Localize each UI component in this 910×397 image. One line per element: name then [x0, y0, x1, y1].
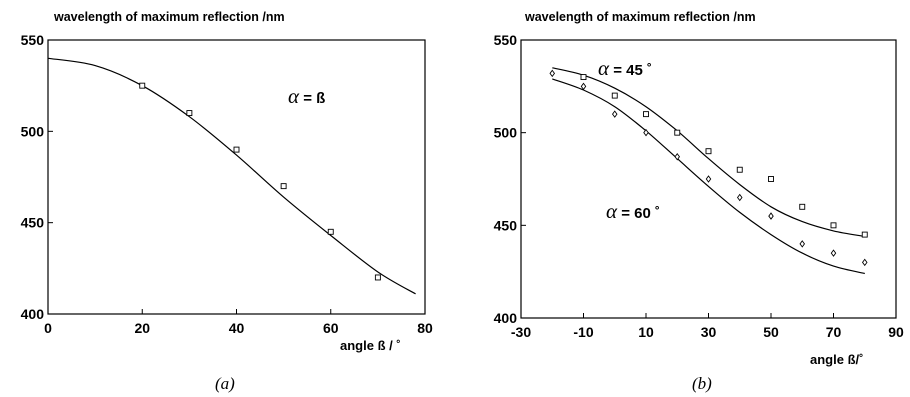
b-point-square: [674, 129, 681, 136]
chart-b-series-label-alpha45-greek: α: [598, 56, 610, 80]
a-point-square: [186, 110, 193, 117]
a-point-square: [374, 274, 381, 281]
chart-a-plot-frame: [47, 39, 426, 315]
b-x-tick-label: 10: [638, 324, 654, 340]
chart-b-panel-label: (b): [692, 374, 712, 393]
chart-b-x-axis-label: angle ß/˚: [810, 352, 863, 367]
b-x-tick-label: 30: [701, 324, 717, 340]
b-point-diamond: [611, 110, 618, 118]
a-y-tick-label: 500: [21, 123, 45, 139]
a-point-square: [327, 228, 334, 235]
b-x-tick-label: -10: [573, 324, 593, 340]
chart-b-y-axis-label: wavelength of maximum reflection /nm: [524, 10, 756, 24]
a-y-tick-label: 450: [21, 215, 45, 231]
chart-a-annotation: α = ß: [288, 84, 325, 108]
chart-b-tick-labels: -30 -10 10 30 50 70 90 400 450 500 550: [494, 32, 904, 340]
a-y-tick-label: 400: [21, 306, 45, 322]
chart-b-fit-curve-alpha60: [552, 78, 865, 275]
b-point-square: [830, 222, 837, 229]
chart-a-data-points: [139, 82, 381, 281]
a-point-square: [280, 183, 287, 190]
a-point-square: [139, 82, 146, 89]
chart-b-ticks: [520, 39, 897, 319]
chart-b-data-points: [549, 69, 868, 267]
a-x-tick-label: 20: [134, 320, 150, 336]
b-point-square: [580, 74, 587, 81]
chart-a-ticks: [47, 39, 426, 315]
chart-a: wavelength of maximum reflection /nm 0 20…: [21, 10, 433, 393]
b-point-diamond: [674, 152, 681, 161]
b-point-diamond: [830, 249, 837, 257]
b-x-tick-label: -30: [511, 324, 531, 340]
chart-b-series-label-alpha60-greek: α: [606, 199, 618, 223]
b-point-diamond: [799, 240, 806, 248]
b-point-diamond: [736, 193, 743, 202]
chart-a-fit-curve: [47, 57, 416, 295]
chart-a-panel-label: (a): [215, 374, 235, 393]
chart-a-annotation-text: = ß: [299, 90, 325, 107]
b-y-tick-label: 550: [494, 32, 518, 48]
b-y-tick-label: 400: [494, 310, 518, 326]
chart-a-tick-labels: 0 20 40 60 80 400 450 500 550: [21, 32, 433, 336]
chart-b-series-label-alpha60: α = 60 ˚: [606, 199, 660, 223]
chart-b: wavelength of maximum reflection /nm -30…: [494, 10, 904, 393]
b-point-square: [705, 148, 712, 155]
b-point-square: [611, 92, 618, 99]
b-point-diamond: [705, 175, 712, 183]
b-point-diamond: [768, 212, 774, 220]
b-point-square: [799, 203, 806, 210]
chart-b-series-label-alpha45-text: = 45 ˚: [609, 62, 652, 79]
b-point-square: [861, 231, 868, 238]
b-point-square: [768, 176, 774, 182]
b-point-diamond: [580, 82, 587, 91]
b-y-tick-label: 500: [494, 125, 518, 141]
b-y-tick-label: 450: [494, 217, 518, 233]
b-x-tick-label: 90: [888, 324, 904, 340]
chart-a-annotation-greek: α: [288, 84, 300, 108]
a-x-tick-label: 60: [323, 320, 339, 336]
chart-b-fit-curve-alpha45: [552, 67, 865, 238]
a-x-tick-label: 80: [417, 320, 433, 336]
b-point-diamond: [643, 128, 649, 137]
chart-b-series-label-alpha60-text: = 60 ˚: [617, 205, 660, 222]
chart-b-series-label-alpha45: α = 45 ˚: [598, 56, 652, 80]
b-x-tick-label: 50: [763, 324, 779, 340]
a-x-tick-label: 0: [44, 320, 52, 336]
b-x-tick-label: 70: [826, 324, 842, 340]
chart-a-x-axis-label: angle ß / ˚: [340, 338, 401, 353]
a-point-square: [233, 146, 240, 153]
chart-a-y-axis-label: wavelength of maximum reflection /nm: [53, 10, 285, 24]
b-point-square: [736, 166, 743, 173]
b-point-square: [643, 111, 649, 118]
b-point-diamond: [861, 258, 868, 267]
a-y-tick-label: 550: [21, 32, 45, 48]
b-point-diamond: [549, 69, 556, 78]
a-x-tick-label: 40: [229, 320, 245, 336]
